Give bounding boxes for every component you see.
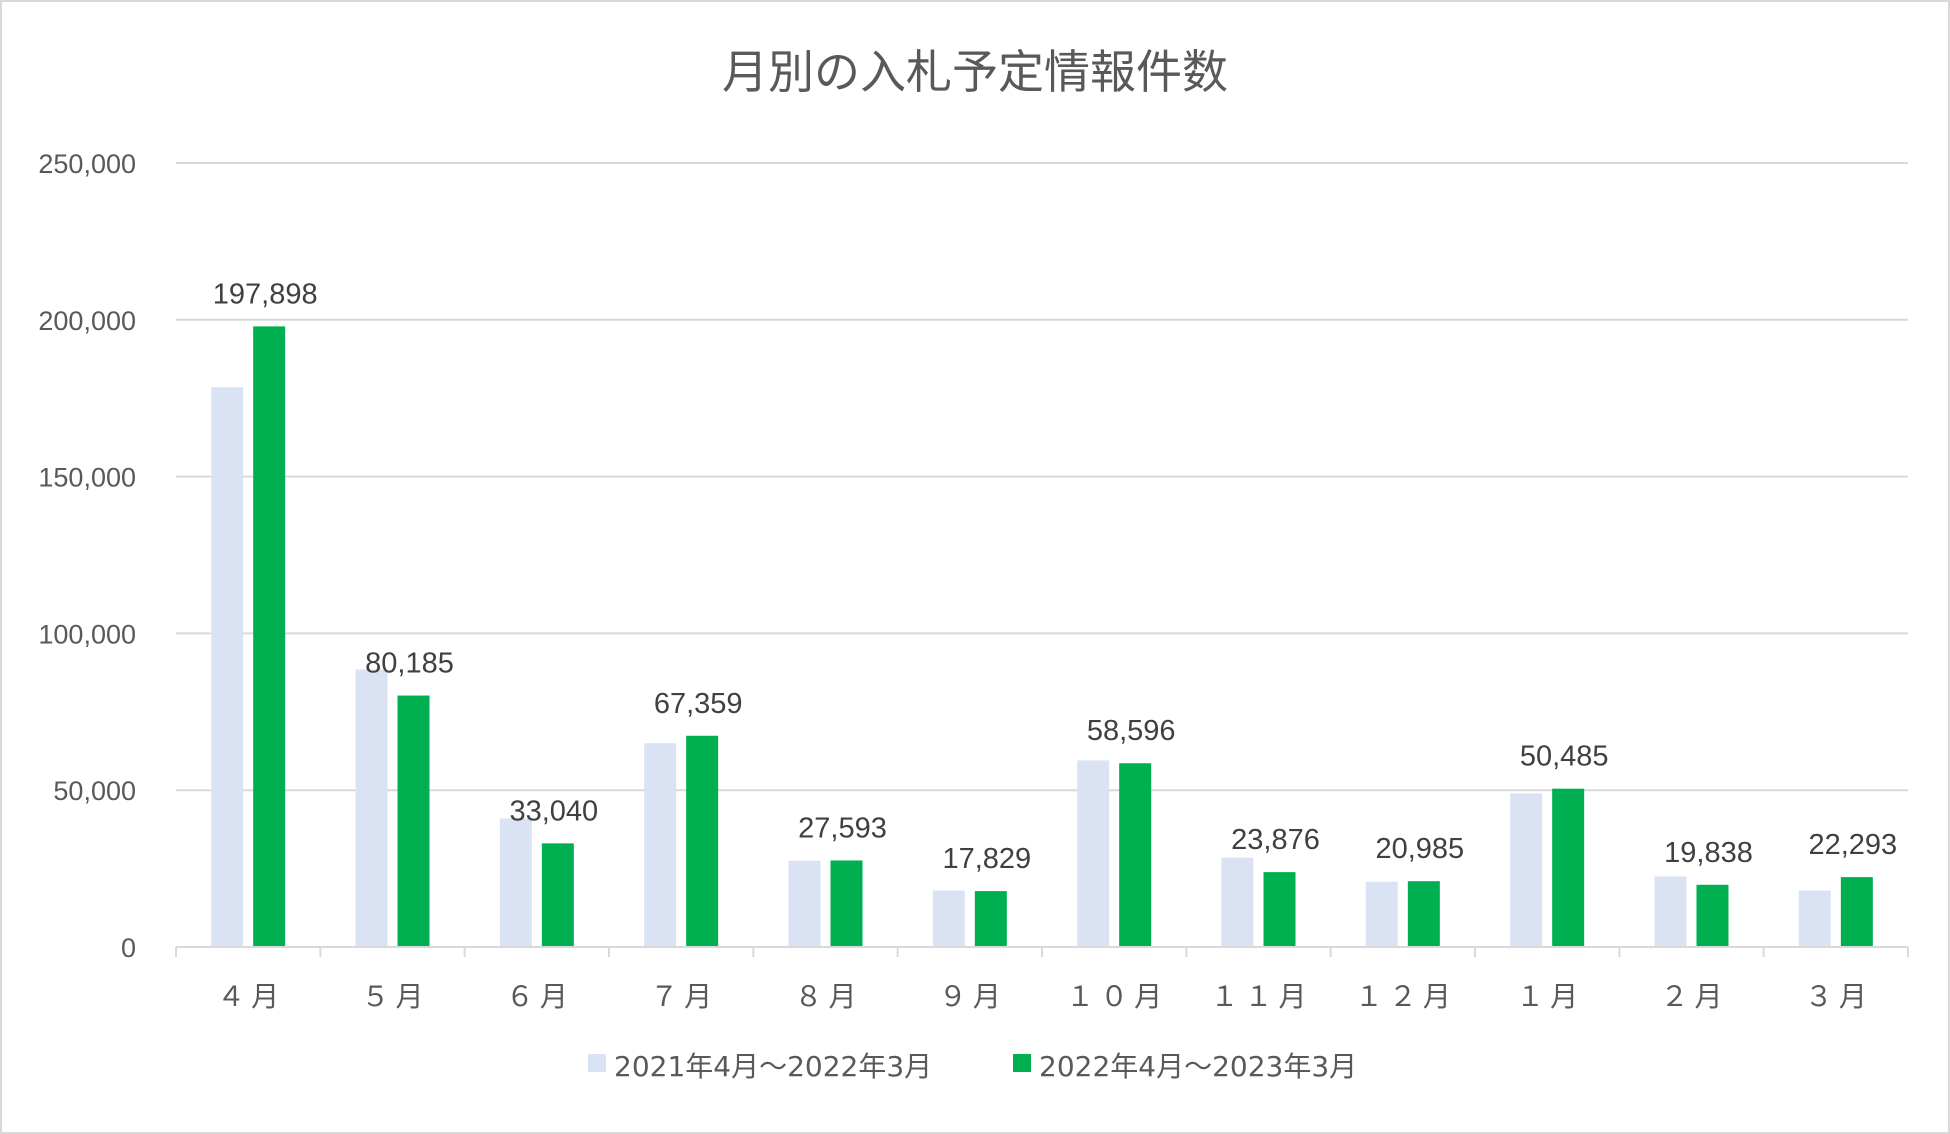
data-label: 197,898: [213, 278, 318, 310]
data-label: 58,596: [1087, 715, 1176, 747]
data-label: 22,293: [1808, 829, 1897, 861]
bar-2021: [1654, 876, 1687, 947]
x-tick-label: １２月: [1355, 980, 1457, 1013]
data-label: 27,593: [798, 812, 887, 844]
bar-2022: [830, 860, 863, 947]
x-tick-label: ３月: [1805, 980, 1873, 1013]
x-tick-label: ４月: [217, 980, 285, 1013]
bar-2021: [1510, 793, 1543, 947]
y-tick-label: 250,000: [38, 149, 136, 179]
x-tick-label: ９月: [939, 980, 1007, 1013]
bar-2021: [788, 860, 821, 947]
bar-2021: [499, 818, 532, 947]
bar-2022: [1407, 881, 1440, 947]
x-tick-label: ２月: [1660, 980, 1728, 1013]
bar-2021: [211, 387, 244, 947]
bar-2022: [1552, 788, 1585, 947]
bar-2022: [541, 843, 574, 947]
gridlines: [176, 162, 1908, 792]
y-tick-label: 50,000: [53, 776, 136, 806]
data-labels: 197,898 80,185 33,040 67,359 27,593 17,829 58,…: [213, 278, 1897, 875]
y-tick-label: 0: [121, 933, 136, 963]
y-tick-label: 100,000: [38, 619, 136, 649]
legend-swatch: [1013, 1054, 1031, 1072]
x-tick-label: １０月: [1066, 980, 1168, 1013]
data-label: 50,485: [1520, 741, 1609, 773]
x-tick-label: １１月: [1210, 980, 1312, 1013]
bar-2021: [1077, 760, 1110, 947]
bar-2022: [686, 735, 719, 947]
data-label: 33,040: [509, 795, 598, 827]
data-label: 23,876: [1231, 824, 1320, 856]
bar-2022: [1840, 877, 1873, 947]
bar-2021: [1365, 881, 1398, 947]
legend-label: 2021年4月～2022年3月: [614, 1050, 932, 1083]
data-label: 67,359: [654, 688, 743, 720]
bar-2021: [932, 890, 965, 947]
legend-label: 2022年4月～2023年3月: [1039, 1050, 1357, 1083]
bar-2021: [355, 669, 388, 947]
bar-2022: [974, 891, 1007, 947]
x-tick-label: ７月: [650, 980, 718, 1013]
data-label: 80,185: [365, 648, 454, 680]
bar-2022: [1119, 763, 1152, 947]
y-axis-labels: 0 50,000 100,000 150,000 200,000 250,000: [38, 149, 136, 963]
bar-2022: [397, 695, 430, 947]
bar-2022: [1263, 872, 1296, 947]
data-label: 17,829: [942, 843, 1031, 875]
bar-2022: [253, 326, 286, 948]
x-tick-label: ６月: [506, 980, 574, 1013]
x-tick-label: ８月: [794, 980, 862, 1013]
legend-swatch: [588, 1054, 606, 1072]
y-tick-label: 150,000: [38, 463, 136, 493]
bar-2022: [1696, 884, 1729, 947]
x-tick-label: １月: [1516, 980, 1584, 1013]
x-tick-label: ５月: [361, 980, 429, 1013]
x-axis: ４月 ５月 ６月 ７月 ８月 ９月 １０月 １１月 １２月 １月 ２月 ３月: [175, 946, 1909, 1013]
bars: [211, 326, 1873, 948]
data-label: 20,985: [1375, 833, 1464, 865]
data-label: 19,838: [1664, 837, 1753, 869]
bar-2021: [644, 743, 677, 947]
bar-2021: [1221, 857, 1254, 947]
legend: 2021年4月～2022年3月 2022年4月～2023年3月: [588, 1050, 1357, 1083]
bar-2021: [1798, 890, 1831, 947]
y-tick-label: 200,000: [38, 306, 136, 336]
chart-title: 月別の入札予定情報件数: [722, 45, 1228, 99]
